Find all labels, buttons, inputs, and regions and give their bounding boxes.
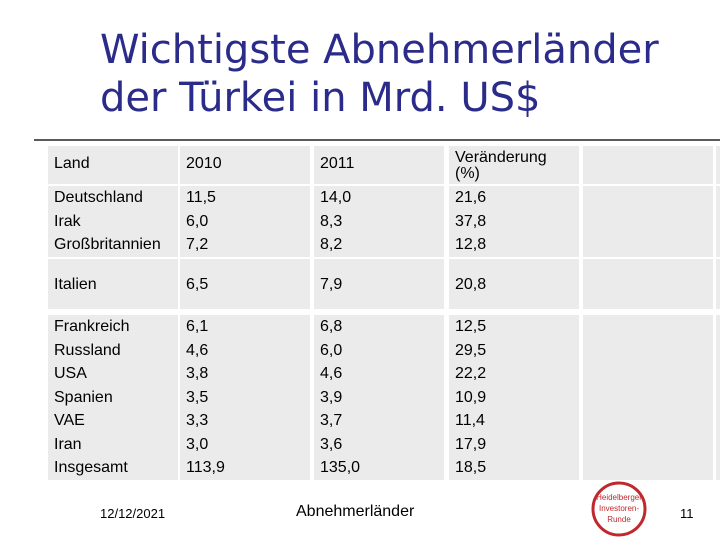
cell-2011: 7,9	[320, 276, 343, 293]
group-3-land: Frankreich Russland USA Spanien VAE Iran…	[48, 315, 178, 480]
cell-2010: 3,3	[186, 412, 209, 429]
empty-cell	[583, 315, 713, 480]
header-2011: 2011	[314, 146, 444, 184]
cell-change: 11,4	[455, 412, 485, 429]
cell-2010: 113,9	[186, 459, 225, 476]
page-number: 11	[680, 506, 694, 521]
cell-change: 12,5	[455, 318, 487, 335]
cell-land: Italien	[54, 276, 97, 293]
group-3-change: 12,5 29,5 22,2 10,9 11,4 17,9 18,5	[449, 315, 579, 480]
cell-change: 18,5	[455, 459, 487, 476]
cell-change: 29,5	[455, 341, 487, 359]
cell-2011: 3,9	[320, 388, 343, 406]
cell-2011: 6,0	[320, 341, 343, 359]
group-2-land: Italien	[48, 259, 178, 309]
cell-change: 21,6	[455, 189, 487, 206]
cell-land: USA	[54, 365, 87, 382]
cell-2010: 6,5	[186, 276, 209, 293]
logo-text-1: Heidelberger	[596, 493, 642, 502]
cell-2011: 4,6	[320, 365, 343, 382]
empty-cell	[583, 146, 713, 184]
cell-land: Großbritannien	[54, 236, 161, 253]
empty-cell	[716, 146, 720, 184]
group-1-land: Deutschland Irak Großbritannien	[48, 186, 178, 257]
cell-2011: 6,8	[320, 318, 343, 335]
title-divider	[34, 139, 720, 141]
cell-change: 20,8	[455, 276, 487, 293]
cell-2011: 3,7	[320, 412, 343, 429]
cell-land: Frankreich	[54, 318, 130, 335]
group-2-2011: 7,9	[314, 259, 444, 309]
cell-land: Iran	[54, 435, 82, 453]
footer-title: Abnehmerländer	[296, 503, 415, 520]
empty-cell	[716, 315, 720, 480]
slide-title: Wichtigste Abnehmerländer der Türkei in …	[100, 26, 700, 122]
empty-cell	[583, 186, 713, 257]
header-land: Land	[48, 146, 178, 184]
group-3-2011: 6,8 6,0 4,6 3,9 3,7 3,6 135,0	[314, 315, 444, 480]
slide-title-line-2: der Türkei in Mrd. US$	[100, 75, 541, 121]
logo-text-3: Runde	[607, 515, 631, 524]
cell-2010: 3,5	[186, 388, 209, 406]
logo-text-2: Investoren-	[599, 504, 639, 513]
empty-cell	[716, 186, 720, 257]
group-1-2011: 14,0 8,3 8,2	[314, 186, 444, 257]
cell-change: 17,9	[455, 435, 487, 453]
cell-land: Insgesamt	[54, 459, 128, 476]
cell-land: Deutschland	[54, 189, 143, 206]
cell-2010: 6,1	[186, 318, 209, 335]
cell-2010: 6,0	[186, 212, 209, 230]
group-1-change: 21,6 37,8 12,8	[449, 186, 579, 257]
cell-2011: 135,0	[320, 459, 361, 476]
cell-change: 37,8	[455, 212, 487, 230]
cell-change: 22,2	[455, 365, 487, 382]
slide-title-line-1: Wichtigste Abnehmerländer	[100, 27, 659, 73]
group-3-2010: 6,1 4,6 3,8 3,5 3,3 3,0 113,9	[180, 315, 310, 480]
cell-2011: 8,2	[320, 236, 343, 253]
group-2-change: 20,8	[449, 259, 579, 309]
empty-cell	[716, 259, 720, 309]
header-2010: 2010	[180, 146, 310, 184]
cell-land: Spanien	[54, 388, 113, 406]
cell-2011: 8,3	[320, 212, 343, 230]
cell-2010: 4,6	[186, 341, 209, 359]
header-veraenderung: Veränderung (%)	[449, 146, 579, 184]
cell-2011: 14,0	[320, 189, 352, 206]
cell-2010: 7,2	[186, 236, 209, 253]
cell-land: VAE	[54, 412, 85, 429]
cell-change: 12,8	[455, 236, 487, 253]
cell-2010: 3,8	[186, 365, 209, 382]
cell-2010: 3,0	[186, 435, 209, 453]
empty-cell	[583, 259, 713, 309]
cell-land: Irak	[54, 212, 81, 230]
group-1-2010: 11,5 6,0 7,2	[180, 186, 310, 257]
group-2-2010: 6,5	[180, 259, 310, 309]
cell-2011: 3,6	[320, 435, 343, 453]
heidelberger-investoren-runde-logo: Heidelberger Investoren- Runde	[591, 481, 647, 537]
cell-land: Russland	[54, 341, 121, 359]
footer-date: 12/12/2021	[100, 506, 166, 521]
cell-change: 10,9	[455, 388, 487, 406]
cell-2010: 11,5	[186, 189, 216, 206]
export-table: Land 2010 2011 Veränderung (%) Deutschla…	[48, 146, 720, 480]
